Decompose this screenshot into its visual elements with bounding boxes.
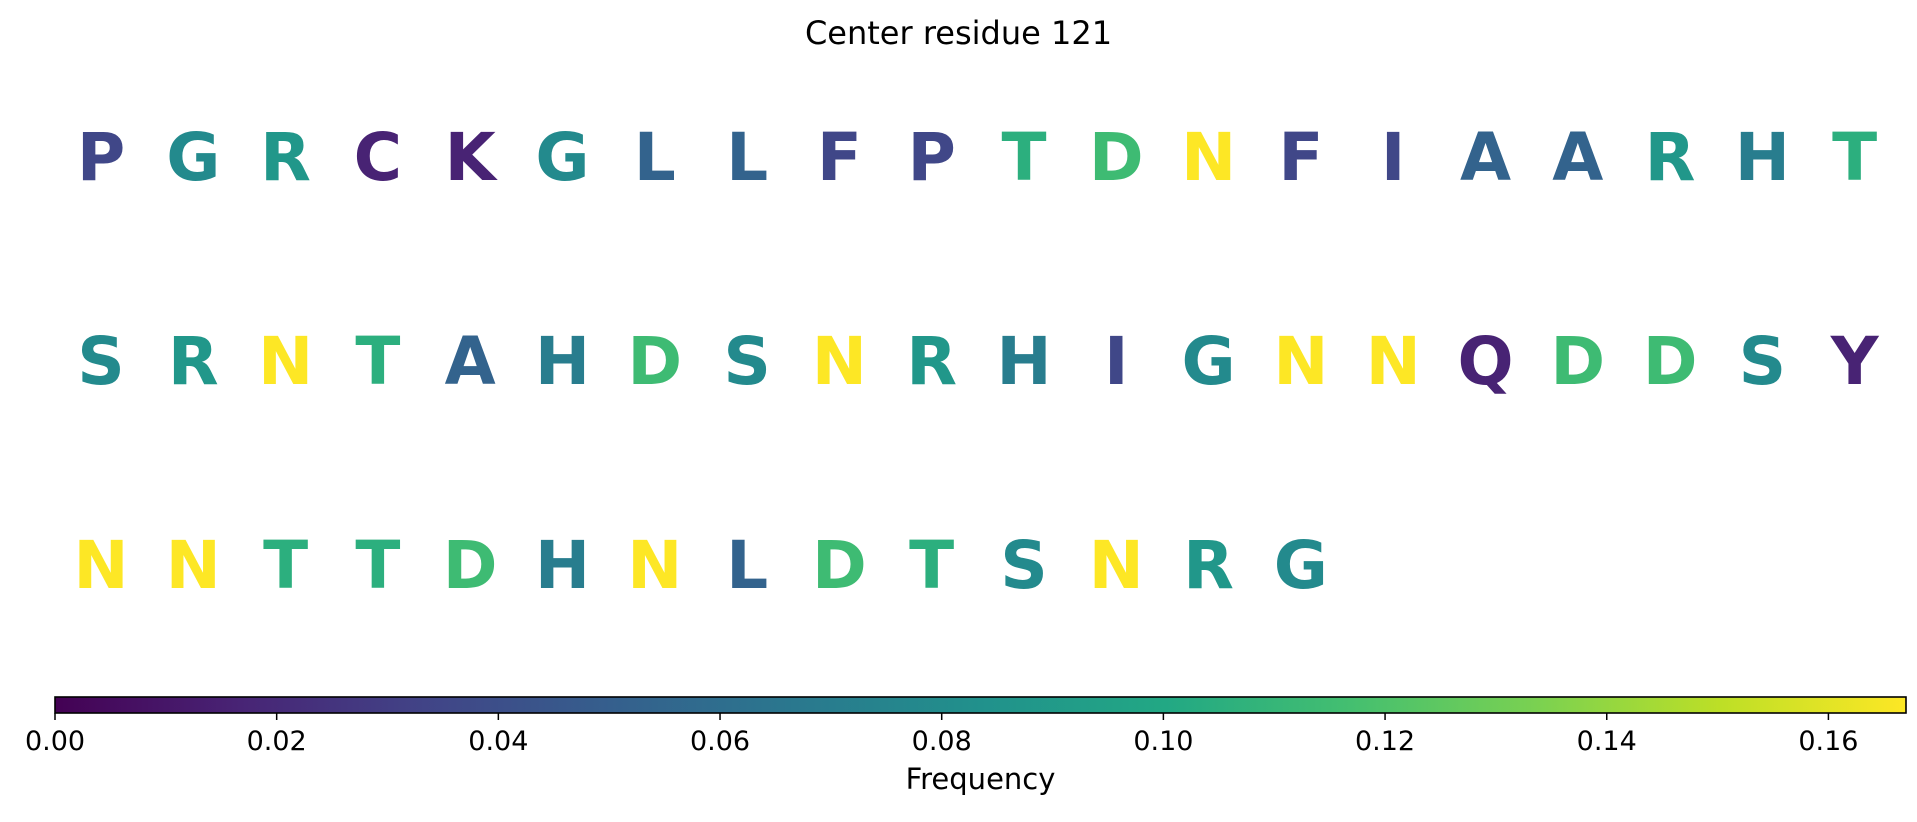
residue-letter: D xyxy=(627,323,682,400)
residue-letter: N xyxy=(812,323,867,400)
residue-letter: P xyxy=(908,119,956,196)
colorbar-tick-label: 0.04 xyxy=(468,726,528,757)
residue-letter: N xyxy=(1273,323,1328,400)
residue-letter: T xyxy=(1832,119,1877,196)
residue-letter: D xyxy=(812,527,867,604)
colorbar-tick-label: 0.00 xyxy=(25,726,85,757)
residue-letter: R xyxy=(1645,119,1696,196)
residue-letter: L xyxy=(726,119,768,196)
residue-letter: D xyxy=(443,527,498,604)
residue-letter: D xyxy=(1550,323,1605,400)
residue-letter: N xyxy=(627,527,682,604)
residue-letter: I xyxy=(1381,119,1406,196)
colorbar-tick-label: 0.14 xyxy=(1577,726,1637,757)
residue-letter: H xyxy=(535,527,590,604)
residue-letter: N xyxy=(73,527,128,604)
residue-letter: D xyxy=(1643,323,1698,400)
residue-letter: R xyxy=(906,323,957,400)
colorbar-tick-label: 0.12 xyxy=(1355,726,1415,757)
residue-letter: T xyxy=(1001,119,1046,196)
residue-letter: S xyxy=(77,323,125,400)
residue-letter: T xyxy=(355,323,400,400)
residue-letter: R xyxy=(168,323,219,400)
residue-letter: N xyxy=(258,323,313,400)
residue-letter: N xyxy=(1366,323,1421,400)
colorbar-tick-label: 0.16 xyxy=(1798,726,1858,757)
residue-letter: F xyxy=(1278,119,1323,196)
residue-letter: H xyxy=(996,323,1051,400)
colorbar-tick-label: 0.06 xyxy=(690,726,750,757)
residue-letter: R xyxy=(1183,527,1234,604)
colorbar-label: Frequency xyxy=(906,762,1056,796)
residue-letter: H xyxy=(1735,119,1790,196)
residue-letter: A xyxy=(445,323,496,400)
residue-letter: S xyxy=(723,323,771,400)
residue-letter: N xyxy=(166,527,221,604)
residue-letter: T xyxy=(263,527,308,604)
residue-letter: R xyxy=(260,119,311,196)
colorbar-ticks: 0.00 0.02 0.04 0.06 0.08 0.10 0.12 0.14 0.16 xyxy=(25,713,1858,757)
residue-letter: C xyxy=(354,119,402,196)
colorbar-gradient xyxy=(54,696,1907,714)
residue-letter: S xyxy=(1000,527,1048,604)
residue-letter: P xyxy=(77,119,125,196)
residue-letter: T xyxy=(909,527,954,604)
residue-letter: N xyxy=(1181,119,1236,196)
colorbar-tick-label: 0.02 xyxy=(247,726,307,757)
residue-letter: H xyxy=(535,323,590,400)
residue-letter: K xyxy=(445,119,499,196)
residue-letter: T xyxy=(355,527,400,604)
residue-letter: L xyxy=(634,119,676,196)
residue-letter: L xyxy=(726,527,768,604)
colorbar-tick-label: 0.10 xyxy=(1133,726,1193,757)
residue-letter: G xyxy=(166,119,220,196)
residue-letter: Q xyxy=(1457,323,1513,400)
residue-grid: P G R C K G L L F P T D N F I A A R H TS R N T A H D S N R H I G N N Q D D S Y… xyxy=(73,119,1879,604)
residue-letter: F xyxy=(817,119,862,196)
residue-letter: S xyxy=(1739,323,1787,400)
residue-letter: Y xyxy=(1830,323,1880,400)
residue-letter: G xyxy=(1274,527,1328,604)
residue-letter: I xyxy=(1104,323,1129,400)
residue-letter: G xyxy=(1182,323,1236,400)
colorbar-tick-label: 0.08 xyxy=(912,726,972,757)
chart-title: Center residue 121 xyxy=(804,14,1113,52)
residue-letter: D xyxy=(1089,119,1144,196)
residue-letter: G xyxy=(535,119,589,196)
colorbar: 0.00 0.02 0.04 0.06 0.08 0.10 0.12 0.14 0.16 Fre… xyxy=(25,696,1907,796)
residue-letter: A xyxy=(1552,119,1603,196)
residue-letter: A xyxy=(1460,119,1511,196)
residue-letter: N xyxy=(1089,527,1144,604)
